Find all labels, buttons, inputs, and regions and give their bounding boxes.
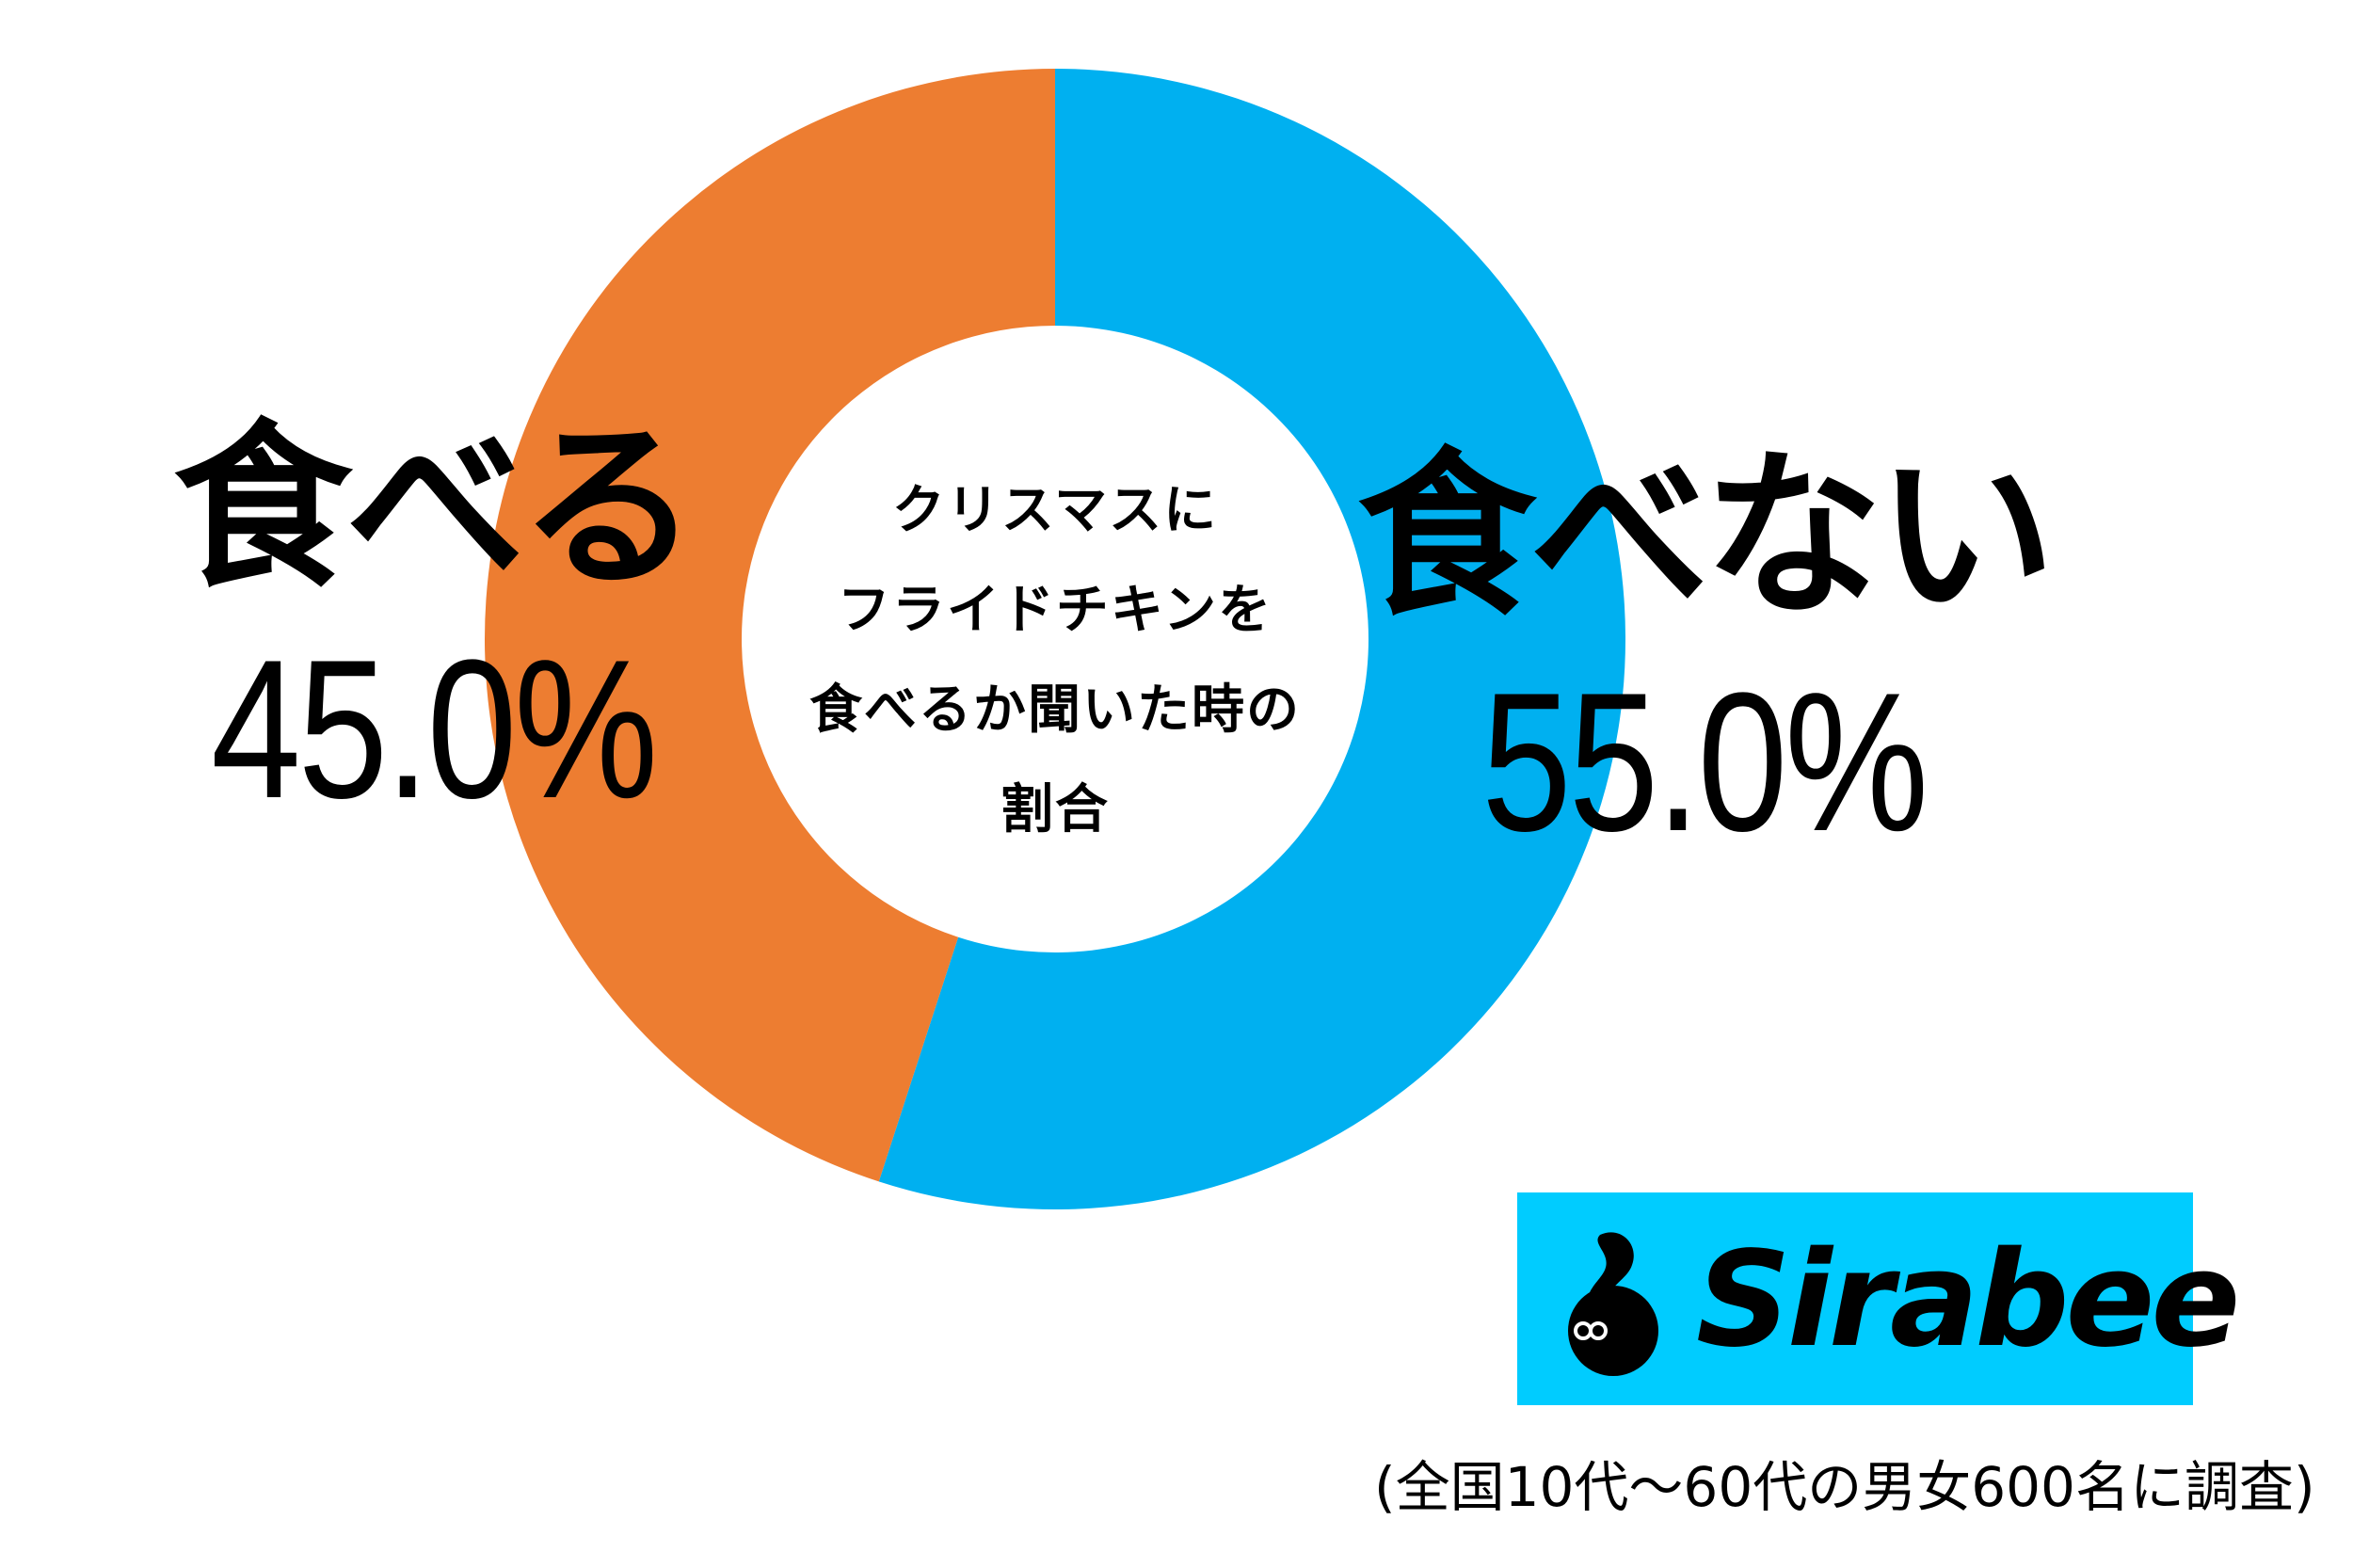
survey-footnote: (全国10代～60代の男女600名に調査) (1374, 1455, 2315, 1519)
slice-label-not-eat-value: 55.0% (1481, 651, 1929, 872)
sirabee-mascot-icon (1568, 1232, 1658, 1376)
slice-label-eat: 食べる 45.0% (160, 414, 706, 833)
chart-title-line-1: クリスマスに (891, 480, 1219, 541)
slice-label-not-eat: 食べない 55.0% (1346, 442, 2061, 866)
sirabee-logo-text: Sirabee (1696, 1224, 2240, 1377)
slice-label-eat-name: 食べる (172, 404, 698, 612)
slice-label-eat-value: 45.0% (211, 618, 658, 840)
donut-slice-not-eat (878, 69, 1625, 1209)
chart-title-line-2: フライドチキンを (837, 580, 1273, 641)
chart-title-line-3: 食べるか聞いた時の (809, 680, 1301, 741)
chart-title: クリスマスに フライドチキンを 食べるか聞いた時の 割合 (773, 461, 1337, 860)
donut-slice-eat (484, 69, 1055, 1182)
sirabee-logo: Sirabee (1517, 1192, 2240, 1405)
slice-label-not-eat-name: 食べない (1356, 432, 2056, 640)
chart-title-line-4: 割合 (1000, 779, 1110, 840)
